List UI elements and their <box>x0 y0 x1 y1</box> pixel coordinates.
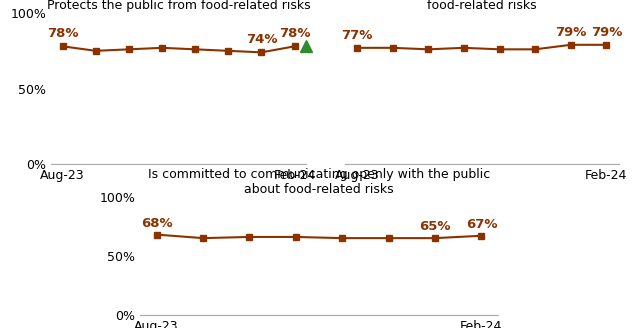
Text: 67%: 67% <box>466 218 497 231</box>
Text: 78%: 78% <box>47 27 78 40</box>
Text: 79%: 79% <box>591 26 622 39</box>
Text: 77%: 77% <box>341 29 373 42</box>
Title: Takes appropriate action about identified
food-related risks: Takes appropriate action about identifie… <box>353 0 611 12</box>
Title: Is committed to communicating openly with the public
about food-related risks: Is committed to communicating openly wit… <box>148 168 490 195</box>
Text: 78%: 78% <box>279 27 311 40</box>
Text: 68%: 68% <box>141 217 172 230</box>
Text: 74%: 74% <box>246 33 278 46</box>
Title: Protects the public from food-related risks: Protects the public from food-related ri… <box>47 0 311 12</box>
Text: 79%: 79% <box>555 26 586 39</box>
Text: 65%: 65% <box>419 220 451 234</box>
